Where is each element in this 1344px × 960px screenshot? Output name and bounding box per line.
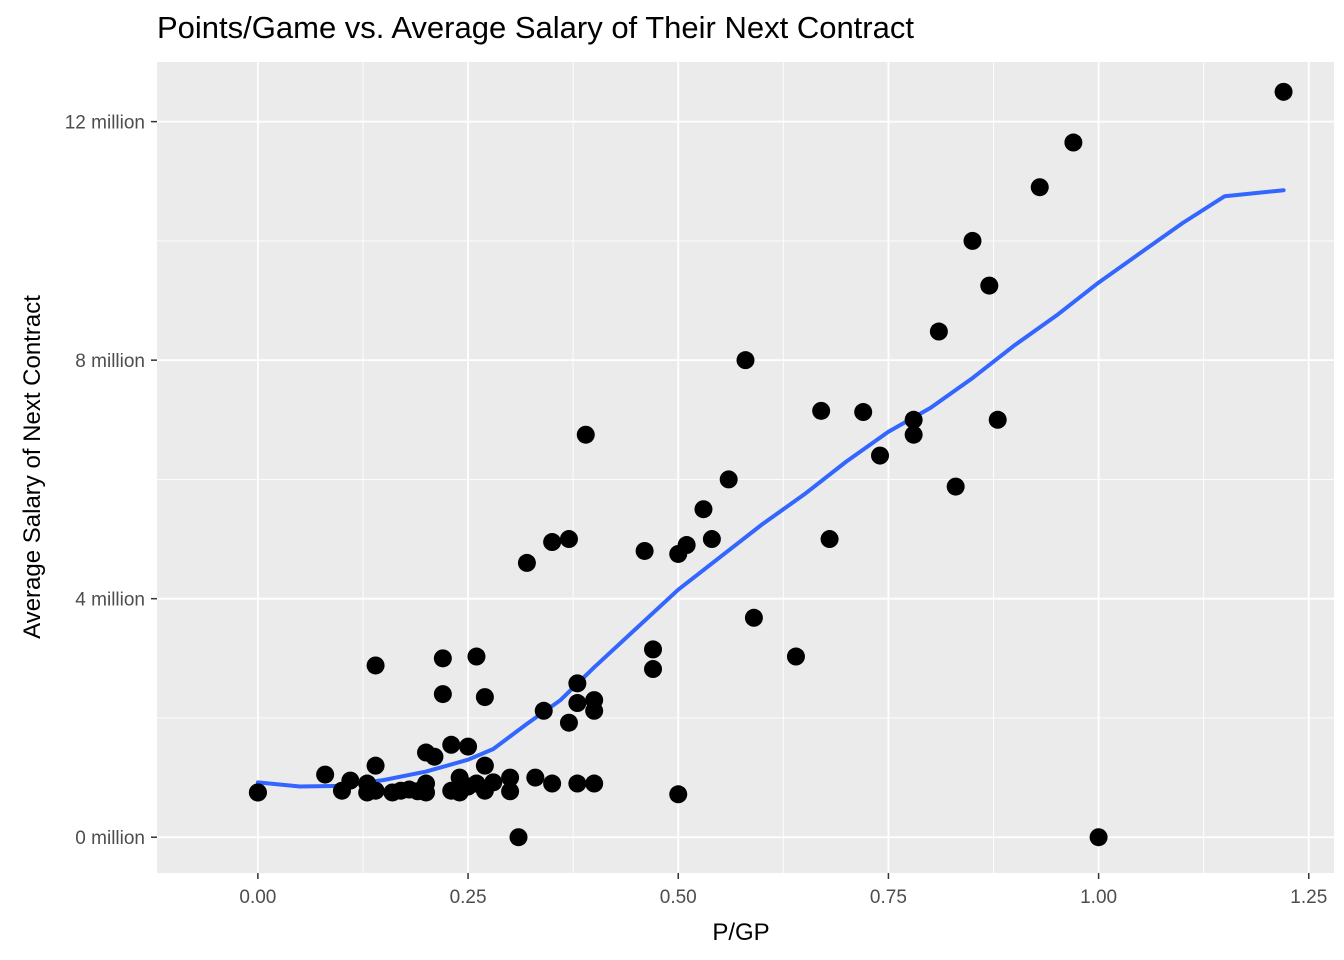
- points-layer: [248, 82, 1293, 847]
- data-point: [585, 774, 604, 793]
- data-point: [501, 768, 520, 787]
- x-tick-label: 1.00: [1080, 887, 1117, 908]
- data-point: [341, 771, 360, 790]
- smooth-layer: [255, 188, 1286, 789]
- data-point: [316, 765, 335, 784]
- data-point: [366, 756, 385, 775]
- data-point: [854, 403, 873, 422]
- data-point: [786, 647, 805, 666]
- minor-gridlines: [157, 62, 1334, 873]
- data-point: [929, 322, 948, 341]
- data-point: [248, 783, 267, 802]
- data-point: [871, 446, 890, 465]
- data-point: [946, 477, 965, 496]
- data-point: [694, 500, 713, 519]
- data-point: [1089, 828, 1108, 847]
- data-point: [475, 688, 494, 707]
- y-tick-label: 0 million: [75, 828, 145, 849]
- data-point: [744, 608, 763, 627]
- data-point: [559, 713, 578, 732]
- data-point: [467, 647, 486, 666]
- data-point: [484, 773, 503, 792]
- data-point: [585, 691, 604, 710]
- data-point: [543, 774, 562, 793]
- data-point: [736, 351, 755, 370]
- data-point: [534, 701, 553, 720]
- x-tick-label: 0.25: [450, 887, 487, 908]
- data-point: [1064, 133, 1083, 152]
- data-point: [442, 735, 461, 754]
- data-point: [501, 782, 520, 801]
- y-tick-label: 8 million: [75, 351, 145, 372]
- x-tick-label: 0.50: [660, 887, 697, 908]
- y-axis-title: Average Salary of Next Contract: [19, 295, 46, 639]
- data-point: [677, 536, 696, 555]
- x-tick-label: 0.00: [239, 887, 276, 908]
- data-point: [433, 649, 452, 668]
- x-tick-label: 1.25: [1290, 887, 1327, 908]
- data-point: [644, 660, 663, 679]
- y-axis: 0 million 4 million 8 million 12 million: [65, 113, 157, 849]
- data-point: [702, 530, 721, 549]
- data-point: [568, 774, 587, 793]
- data-point: [980, 276, 999, 295]
- chart-title: Points/Game vs. Average Salary of Their …: [157, 10, 914, 45]
- data-point: [559, 530, 578, 549]
- data-point: [433, 685, 452, 704]
- x-axis-title: P/GP: [712, 919, 769, 946]
- data-point: [820, 530, 839, 549]
- data-point: [509, 828, 528, 847]
- data-point: [366, 656, 385, 675]
- data-point: [576, 425, 595, 444]
- smooth-line: [255, 188, 1286, 789]
- data-point: [366, 781, 385, 800]
- data-point: [635, 541, 654, 560]
- x-tick-label: 0.75: [870, 887, 907, 908]
- data-point: [543, 533, 562, 552]
- data-point: [719, 470, 738, 489]
- data-point: [1030, 178, 1049, 197]
- data-point: [988, 410, 1007, 429]
- plot-panel: [157, 62, 1334, 873]
- data-point: [669, 785, 688, 804]
- data-point: [568, 674, 587, 693]
- data-point: [475, 756, 494, 775]
- x-axis: 0.00 0.25 0.50 0.75 1.00 1.25: [239, 873, 1327, 908]
- data-point: [904, 425, 923, 444]
- data-point: [425, 747, 444, 766]
- data-point: [963, 231, 982, 250]
- data-point: [644, 640, 663, 659]
- y-tick-label: 4 million: [75, 590, 145, 611]
- data-point: [417, 774, 436, 793]
- data-point: [517, 553, 536, 572]
- data-point: [904, 410, 923, 429]
- data-point: [459, 737, 478, 756]
- data-point: [1274, 82, 1293, 101]
- data-point: [526, 768, 545, 787]
- data-point: [812, 401, 831, 420]
- data-point: [568, 694, 587, 713]
- y-tick-label: 12 million: [65, 113, 145, 134]
